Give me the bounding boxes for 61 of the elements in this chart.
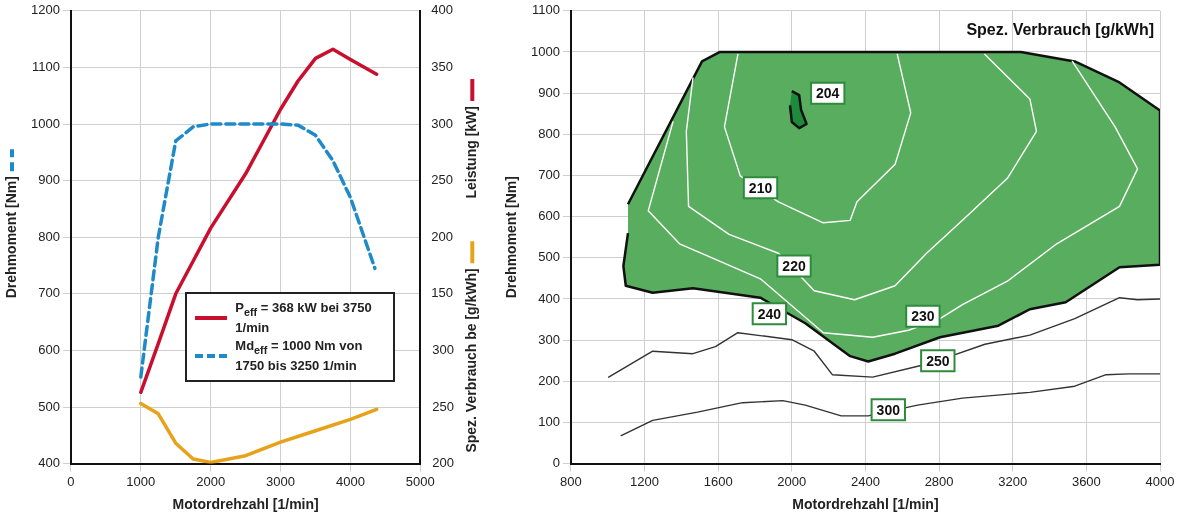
y-tick-label: 700 [38,285,60,301]
legend-label: P$_{eff}$ = 368 kW bei 3750 1/min [235,300,373,337]
y2-tick-label: 250 [431,172,454,188]
y3-tick-label: 300 [432,341,455,357]
y2-tick-label: 150 [431,285,454,301]
y-tick-label: 500 [538,249,560,265]
annotation: 230 [911,308,935,325]
y2-tick-label: 200 [431,228,454,244]
x-tick-label: 3000 [266,473,296,489]
annotation: 300 [876,401,901,418]
y-tick-label: 900 [538,84,560,100]
annotation: 220 [782,257,806,274]
text: Spez. Verbrauch [g/kWh] [966,21,1154,39]
x-tick-label: 4000 [335,473,365,489]
x-tick-label: 5000 [405,473,435,489]
y-tick-label: 1100 [531,2,560,18]
y3-tick-label: 200 [432,455,455,471]
annotation: 204 [816,84,840,101]
y3-axis-title: Spez. Verbrauch be [g/kWh] [463,268,480,453]
x-tick-label: 2800 [924,473,954,489]
y-tick-label: 700 [538,167,560,183]
y3-tick-label: 250 [432,398,455,414]
line-series [139,122,377,379]
x-axis-title: Motordrehzahl [1/min] [792,496,939,513]
x-tick-label: 1200 [630,473,660,489]
y-tick-label: 800 [38,228,60,244]
y2-tick-label: 400 [431,2,454,18]
y-tick-label: 400 [38,455,60,471]
annotation: 240 [757,305,782,322]
x-tick-label: 3200 [998,473,1028,489]
x-tick-label: 2000 [777,473,807,489]
y-tick-label: 900 [38,172,60,188]
y-tick-label: 1100 [31,58,60,74]
y-tick-label: 600 [38,341,60,357]
y-tick-label: 1000 [531,43,560,59]
y-axis-title: Drehmoment [Nm] [502,176,519,299]
x-tick-label: 800 [560,473,582,489]
y-tick-label: 200 [538,372,560,388]
x-tick-label: 1000 [126,473,156,489]
y-tick-label: 600 [538,208,560,224]
y2-tick-label: 350 [431,58,454,74]
y2-axis-title: Leistung [kW] [463,106,480,199]
annotation: 210 [748,179,773,196]
y-tick-label: 300 [538,331,560,347]
x-tick-label: 2400 [851,473,880,489]
x-tick-label: 4000 [1145,473,1175,489]
y-tick-label: 1200 [31,2,60,18]
x-tick-label: 2000 [196,473,226,489]
y-axis-title: Drehmoment [Nm] [2,176,19,299]
x-axis-title: Motordrehzahl [1/min] [172,496,319,513]
y-tick-label: 0 [552,455,560,471]
x-tick-label: 0 [67,473,75,489]
legend-label: Md$_{eff}$ = 1000 Nm von 1750 bis 3250 1/min [235,338,364,374]
y-tick-label: 800 [538,125,560,141]
y2-tick-label: 300 [431,115,454,131]
y-tick-label: 400 [538,290,560,306]
y-tick-label: 100 [538,414,560,430]
x-tick-label: 1600 [703,473,733,489]
y-tick-label: 500 [38,398,60,414]
y-tick-label: 1000 [31,115,60,131]
x-tick-label: 3600 [1071,473,1101,489]
